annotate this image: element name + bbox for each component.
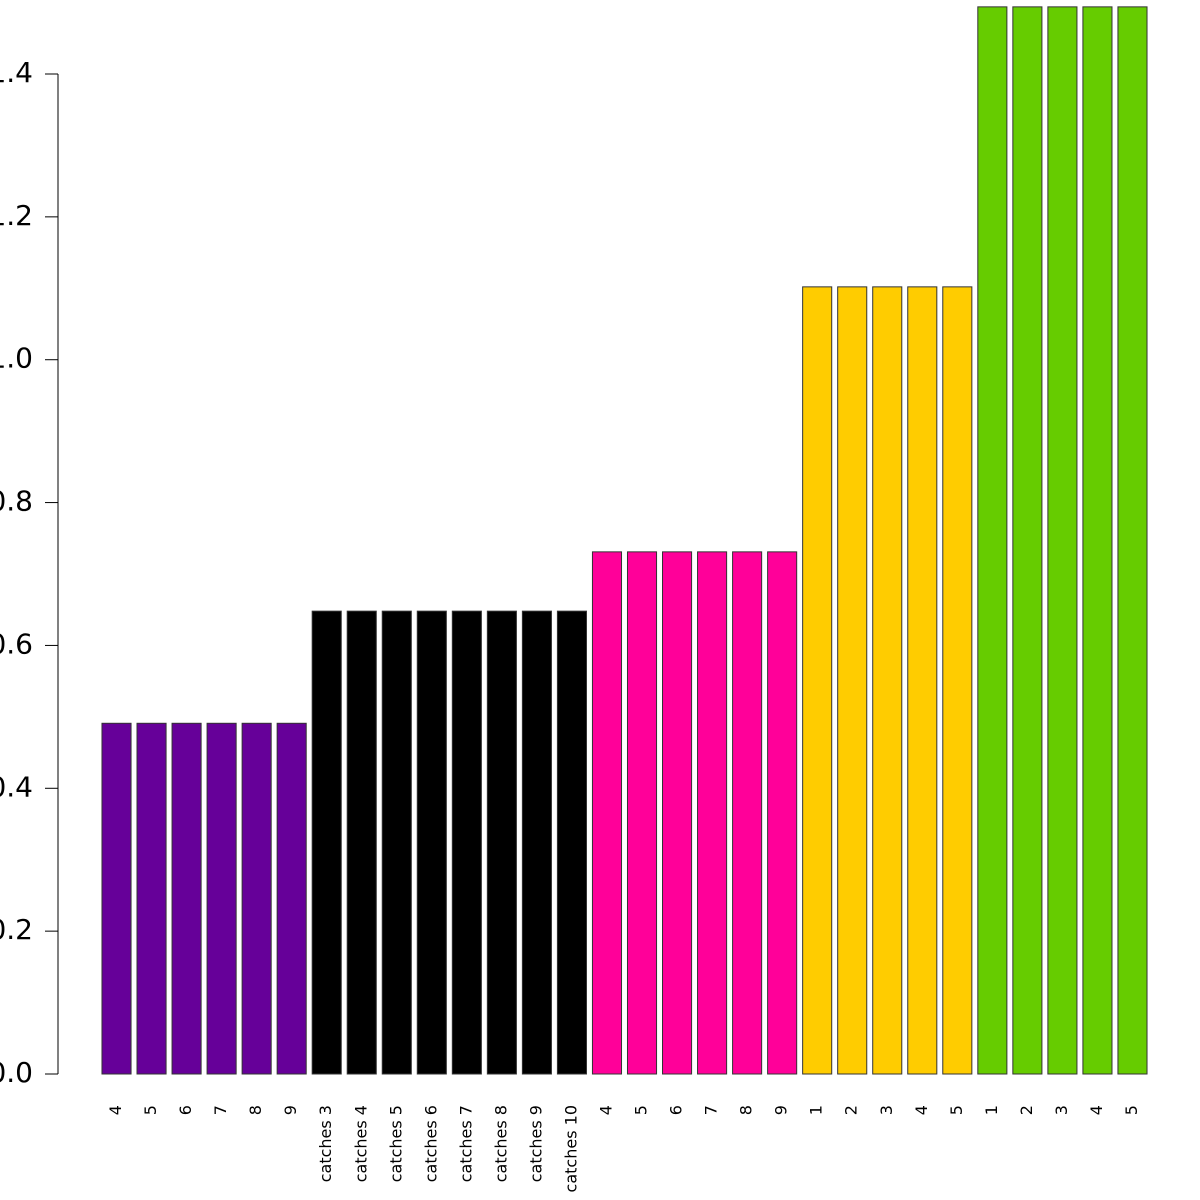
bar [732, 551, 763, 1075]
x-tick-label: 4 [596, 1105, 615, 1115]
bar [662, 551, 693, 1075]
y-tick-label: 1.0 [0, 342, 33, 375]
bar [802, 286, 833, 1075]
bar [977, 6, 1008, 1075]
x-tick-label: 8 [737, 1105, 756, 1115]
x-tick-label: 8 [246, 1105, 265, 1115]
x-tick-label: 6 [667, 1105, 686, 1115]
x-tick-label: catches 6 [421, 1105, 440, 1182]
bar [451, 610, 482, 1075]
x-tick-label: catches 5 [386, 1105, 405, 1182]
bar [206, 722, 237, 1075]
x-tick-label: 4 [912, 1105, 931, 1115]
bar [311, 610, 342, 1075]
bar [241, 722, 272, 1075]
bar [416, 610, 447, 1075]
bar [486, 610, 517, 1075]
bar [942, 286, 973, 1075]
bar [101, 722, 132, 1075]
x-tick-label: catches 8 [491, 1105, 510, 1182]
x-tick-label: catches 3 [316, 1105, 335, 1182]
x-tick-label: 7 [211, 1105, 230, 1115]
bar [767, 551, 798, 1075]
x-tick-label: 9 [281, 1105, 300, 1115]
x-tick-label: 5 [1122, 1105, 1141, 1115]
bar [872, 286, 903, 1075]
x-tick-label: 1 [982, 1105, 1001, 1115]
x-tick-label: 4 [1087, 1105, 1106, 1115]
y-tick-label: 0.0 [0, 1056, 33, 1089]
x-tick-label: 4 [106, 1105, 125, 1115]
x-tick-label: catches 9 [526, 1105, 545, 1182]
y-tick-label: 0.8 [0, 485, 33, 518]
y-tick-label: 0.2 [0, 913, 33, 946]
x-tick-label: 5 [632, 1105, 651, 1115]
x-tick-label: 9 [772, 1105, 791, 1115]
bar [697, 551, 728, 1075]
bar [837, 286, 868, 1075]
y-tick-label: 1.2 [0, 199, 33, 232]
x-tick-label: 7 [702, 1105, 721, 1115]
bar [626, 551, 658, 1075]
bar [1012, 6, 1043, 1075]
y-tick-label: 1.4 [0, 56, 33, 89]
bar [907, 286, 938, 1075]
bar [136, 722, 167, 1075]
bar [556, 610, 587, 1075]
bar [1082, 6, 1113, 1075]
x-tick-label: catches 10 [561, 1105, 580, 1192]
bar [1047, 6, 1078, 1075]
x-tick-label: 6 [176, 1105, 195, 1115]
y-tick-label: 0.4 [0, 770, 33, 803]
x-tick-label: 5 [141, 1105, 160, 1115]
x-tick-label: 1 [807, 1105, 826, 1115]
bar [591, 551, 623, 1075]
x-tick-label: 2 [1017, 1105, 1036, 1115]
y-tick-label: 0.6 [0, 627, 33, 660]
bar [521, 610, 552, 1075]
x-tick-label: catches 7 [456, 1105, 475, 1182]
x-tick-label: 3 [1052, 1105, 1071, 1115]
x-tick-label: 2 [842, 1105, 861, 1115]
x-tick-label: catches 4 [351, 1105, 370, 1182]
bar [346, 610, 377, 1075]
x-tick-label: 3 [877, 1105, 896, 1115]
bar [276, 722, 307, 1075]
bar [171, 722, 202, 1075]
bar [1117, 6, 1148, 1075]
bar [381, 610, 412, 1075]
x-tick-label: 5 [947, 1105, 966, 1115]
